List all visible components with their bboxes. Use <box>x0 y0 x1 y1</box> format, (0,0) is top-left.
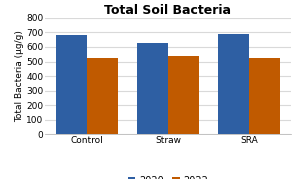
Bar <box>137 43 168 134</box>
Bar <box>87 58 118 134</box>
Y-axis label: Total Bacteria (μg/g): Total Bacteria (μg/g) <box>15 30 24 122</box>
Bar <box>218 34 249 134</box>
Bar <box>249 58 280 134</box>
Bar <box>56 35 87 134</box>
Legend: 2020, 2022: 2020, 2022 <box>124 172 212 179</box>
Title: Total Soil Bacteria: Total Soil Bacteria <box>104 4 232 17</box>
Bar <box>168 56 199 134</box>
